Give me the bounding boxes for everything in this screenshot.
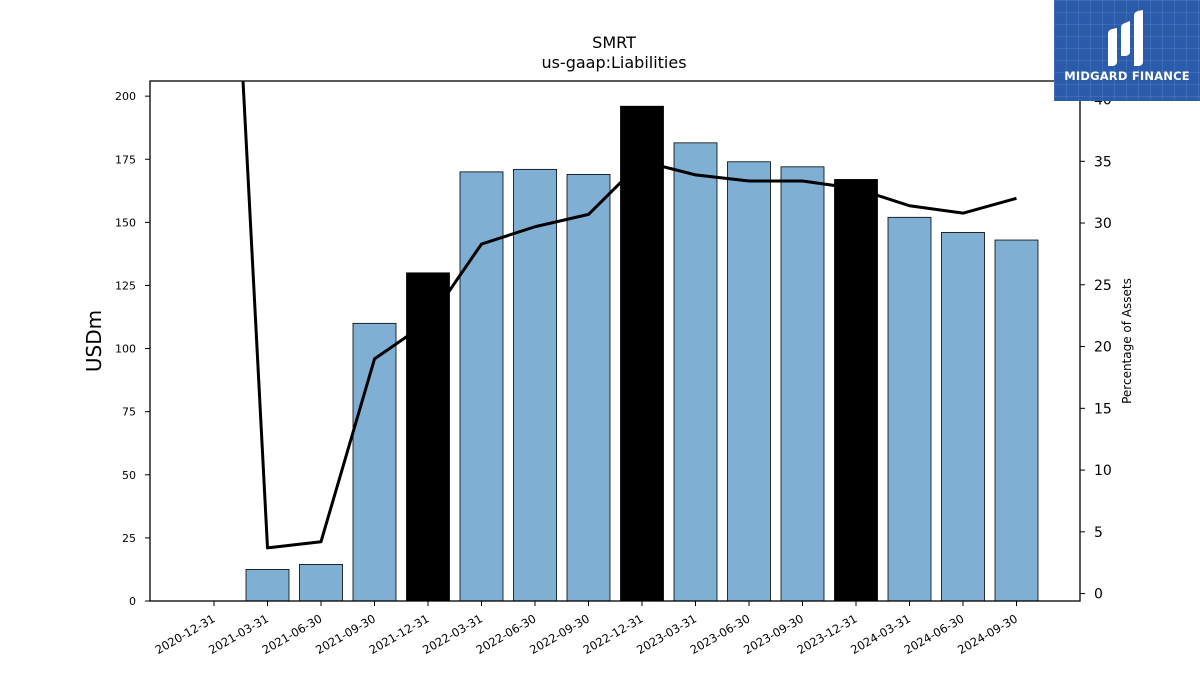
bar	[245, 569, 290, 602]
x-tick-label: 2021-06-30	[260, 611, 325, 657]
x-tick-label: 2020-12-31	[153, 611, 218, 657]
plot-frame	[149, 80, 1081, 602]
y2-tick-label: 30	[1094, 216, 1112, 232]
y-axis-label: USDm	[82, 310, 106, 372]
bar	[406, 272, 450, 602]
y2-tick-label: 25	[1094, 278, 1112, 294]
y2-tick-label: 5	[1094, 525, 1103, 541]
x-tick-label: 2023-09-30	[741, 611, 806, 657]
y2-tick-label: 0	[1094, 587, 1103, 603]
bar	[620, 105, 664, 602]
y2-axis-label: Percentage of Assets	[1120, 278, 1134, 404]
y-tick-label: 200	[115, 90, 136, 103]
bar	[887, 216, 932, 602]
y2-tick-label: 15	[1094, 401, 1112, 417]
x-tick-label: 2023-06-30	[688, 611, 753, 657]
midgard-finance-logo: MIDGARD FINANCE	[1054, 0, 1200, 101]
y-tick-label: 150	[115, 216, 136, 229]
y2-tick-label: 10	[1094, 463, 1112, 479]
x-tick-label: 2024-06-30	[902, 611, 967, 657]
y2-tick-label: 35	[1094, 154, 1112, 170]
chart-subtitle: us-gaap:Liabilities	[541, 53, 686, 72]
y-tick-label: 25	[122, 532, 136, 545]
x-tick-label: 2021-03-31	[206, 611, 271, 657]
x-tick-label: 2023-03-31	[634, 611, 699, 657]
x-tick-label: 2021-09-30	[313, 611, 378, 657]
x-tick-label: 2021-12-31	[367, 611, 432, 657]
bar	[941, 232, 985, 602]
y-axis-right: 0510152025303540	[1080, 93, 1112, 603]
y-tick-label: 125	[115, 279, 136, 292]
x-tick-label: 2024-03-31	[848, 611, 913, 657]
bar-series	[245, 105, 1039, 602]
y-axis-left: 0 25 50 75 100 125 150 175 200	[115, 90, 150, 608]
x-tick-label: 2022-03-31	[420, 611, 485, 657]
x-tick-label: 2023-12-31	[795, 611, 860, 657]
x-tick-label: 2022-09-30	[527, 611, 592, 657]
y-tick-label: 75	[122, 406, 136, 419]
bar	[834, 179, 878, 602]
bar	[459, 171, 504, 602]
x-axis: 2020-12-312021-03-312021-06-302021-09-30…	[153, 601, 1020, 657]
bar	[780, 166, 825, 602]
x-tick-label: 2022-12-31	[581, 611, 646, 657]
bar	[994, 239, 1039, 602]
y-tick-label: 0	[129, 595, 136, 608]
y-tick-label: 100	[115, 343, 136, 356]
y-tick-label: 175	[115, 153, 136, 166]
bar	[513, 168, 557, 602]
line-path	[241, 80, 1017, 550]
y2-tick-label: 20	[1094, 340, 1112, 356]
x-tick-label: 2022-06-30	[474, 611, 539, 657]
bar	[352, 322, 397, 602]
x-tick-label: 2024-09-30	[955, 611, 1020, 657]
bar	[727, 161, 771, 602]
bar	[673, 142, 718, 602]
logo-text: MIDGARD FINANCE	[1064, 69, 1190, 83]
line-series	[241, 80, 1017, 550]
y-tick-label: 50	[122, 469, 136, 482]
bar	[299, 563, 343, 602]
bar	[566, 173, 611, 602]
chart-title: SMRT	[592, 33, 636, 52]
midgard-logo-icon	[1108, 10, 1143, 66]
